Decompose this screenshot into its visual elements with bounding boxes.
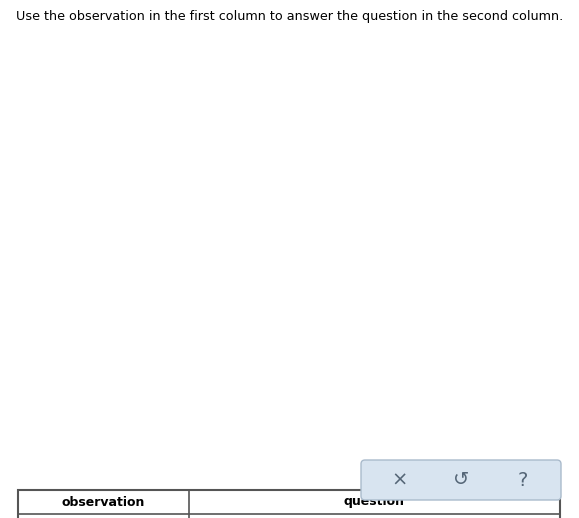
- Text: question: question: [344, 496, 405, 509]
- Text: observation: observation: [62, 496, 145, 509]
- Text: ?: ?: [517, 470, 527, 490]
- FancyBboxPatch shape: [361, 460, 561, 500]
- Bar: [18, 490, 560, 518]
- Text: ×: ×: [391, 470, 408, 490]
- Text: ↺: ↺: [453, 470, 469, 490]
- Text: Use the observation in the first column to answer the question in the second col: Use the observation in the first column …: [16, 10, 563, 23]
